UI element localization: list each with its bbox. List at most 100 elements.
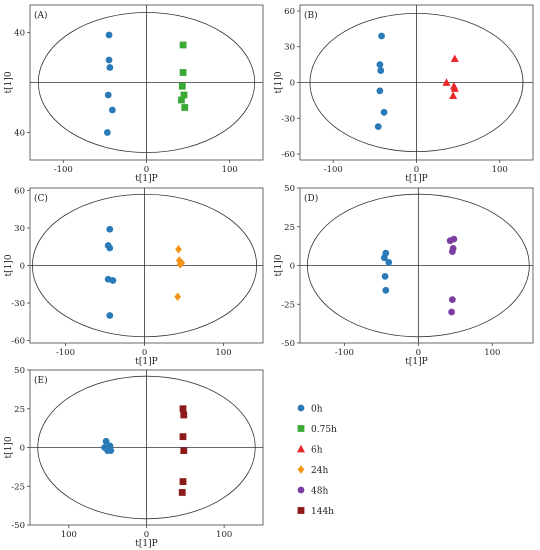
- y-tick-label: -30: [281, 114, 295, 124]
- data-point: [448, 296, 456, 303]
- y-tick-label: -25: [281, 300, 295, 310]
- y-tick-label: 30: [14, 224, 25, 234]
- data-point: [181, 104, 189, 111]
- x-tick-label: 100: [492, 165, 508, 175]
- y-axis-label: t[1]0: [4, 254, 14, 276]
- data-point: [109, 277, 117, 284]
- y-axis-label: t[1]0: [274, 254, 284, 276]
- y-tick-label: -25: [11, 482, 25, 492]
- data-point: [179, 433, 187, 441]
- legend: 0h 0.75h 6h 24h 48h 144h: [297, 404, 337, 517]
- data-point: [178, 258, 186, 268]
- panel-label: (A): [34, 10, 48, 21]
- panel-3: (C) -100 0 100 60 30 0 -30 -60 t[1]P t[1]0: [4, 187, 264, 367]
- x-tick-label: -100: [335, 348, 354, 358]
- data-point: [103, 129, 111, 136]
- data-point: [448, 308, 456, 316]
- x-tick-label: 100: [484, 348, 500, 358]
- data-point: [442, 78, 451, 86]
- y-tick-label: 0: [290, 79, 295, 89]
- y-tick-label: -30: [11, 299, 25, 309]
- data-point: [175, 245, 182, 254]
- x-axis-label: t[1]P: [405, 357, 427, 367]
- data-point: [180, 447, 188, 454]
- x-axis-label: t[1]P: [135, 539, 157, 549]
- data-point: [179, 69, 187, 76]
- panel-1: (A) -100 0 100 40 40 t[1]P t[1]0: [4, 4, 264, 184]
- data-point: [450, 54, 459, 63]
- y-tick-label: 30: [284, 43, 295, 53]
- x-tick-label: 0: [144, 530, 149, 540]
- panel-4: (D) -100 0 100 50 25 0 -25 -50 t[1]P t[1]0: [274, 184, 534, 367]
- x-tick-label: 100: [61, 530, 77, 540]
- panel-label: (E): [34, 375, 48, 386]
- y-tick-label: 50: [14, 366, 25, 376]
- legend-label: 0h: [311, 405, 323, 415]
- data-point: [180, 91, 188, 99]
- x-tick-label: 100: [215, 348, 231, 358]
- legend-label: 48h: [311, 487, 328, 497]
- x-tick-label: -100: [56, 348, 75, 358]
- data-point: [450, 235, 458, 243]
- x-tick-label: 100: [216, 530, 232, 540]
- panel-label: (D): [304, 193, 318, 204]
- y-tick-label: 25: [14, 405, 25, 415]
- data-point: [450, 84, 459, 92]
- data-point: [448, 248, 456, 255]
- legend-label: 6h: [311, 446, 323, 456]
- panel-label: (C): [34, 193, 48, 204]
- legend-marker: [297, 444, 305, 453]
- data-point: [380, 254, 388, 262]
- legend-marker: [297, 507, 305, 514]
- y-tick-label: -60: [281, 150, 295, 160]
- data-point: [179, 478, 187, 485]
- legend-marker: [297, 404, 305, 412]
- y-tick-label: 0: [290, 262, 295, 272]
- x-axis-label: t[1]P: [135, 357, 157, 367]
- y-tick-label: -50: [281, 339, 295, 349]
- data-point: [377, 67, 385, 74]
- data-point: [180, 411, 188, 419]
- data-point: [102, 437, 110, 445]
- legend-label: 24h: [311, 466, 328, 476]
- data-point: [374, 123, 382, 131]
- data-point: [385, 259, 393, 266]
- legend-label: 0.75h: [311, 425, 337, 435]
- x-tick-label: -100: [324, 165, 343, 175]
- legend-marker: [297, 486, 305, 494]
- y-tick-label: 50: [284, 184, 295, 194]
- data-point: [376, 61, 384, 69]
- data-point: [106, 244, 114, 252]
- x-tick-label: -100: [54, 165, 73, 175]
- y-tick-label: -60: [11, 337, 25, 347]
- data-point: [178, 82, 186, 90]
- data-point: [179, 41, 187, 49]
- data-point: [178, 489, 186, 496]
- data-point: [104, 91, 112, 99]
- data-point: [382, 286, 390, 294]
- y-tick-label: 40: [14, 29, 25, 39]
- y-tick-label: -50: [11, 521, 25, 531]
- legend-marker: [297, 425, 305, 432]
- y-axis-label: t[1]0: [274, 71, 284, 93]
- y-tick-label: 60: [284, 7, 295, 17]
- x-axis-label: t[1]P: [405, 174, 427, 184]
- y-tick-label: 0: [20, 444, 25, 454]
- data-point: [376, 87, 384, 95]
- data-point: [381, 272, 389, 280]
- data-point: [378, 32, 385, 40]
- y-tick-label: 60: [14, 187, 25, 197]
- panel-label: (B): [304, 10, 318, 21]
- y-axis-label: t[1]0: [4, 436, 14, 458]
- data-point: [104, 447, 112, 454]
- panel-5: (E) 100 0 100 50 25 0 -25 -50 t[1]P t[1]0: [4, 366, 264, 549]
- data-point: [178, 96, 185, 104]
- legend-marker: [297, 465, 305, 474]
- data-point: [108, 106, 116, 114]
- data-point: [105, 31, 113, 39]
- data-point: [380, 108, 388, 116]
- legend-label: 144h: [311, 507, 334, 517]
- data-point: [179, 405, 187, 413]
- y-tick-label: 25: [284, 223, 295, 233]
